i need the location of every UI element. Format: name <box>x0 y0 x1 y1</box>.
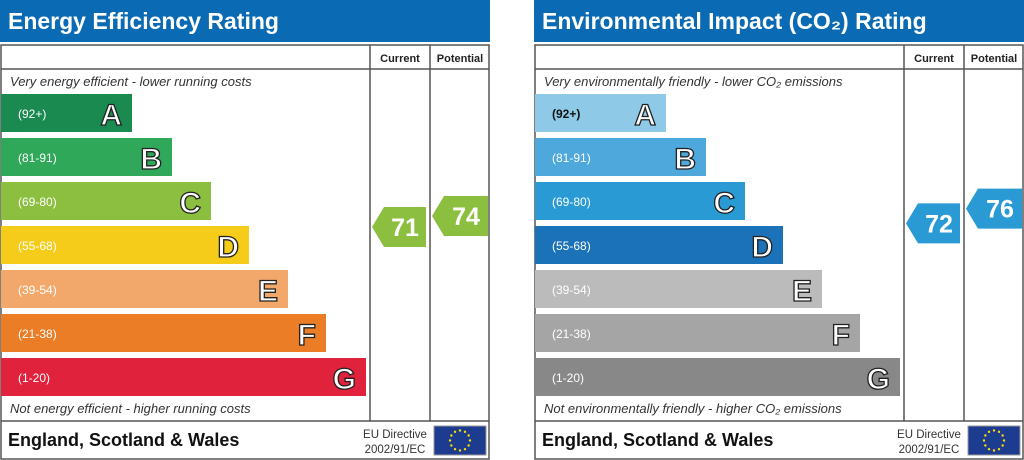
band-range-b: (81-91) <box>18 151 57 165</box>
eu-star-icon <box>1001 434 1004 437</box>
band-range-a: (92+) <box>18 107 46 121</box>
band-letter-f: F <box>832 319 850 352</box>
band-bar-b <box>535 138 706 176</box>
eu-star-icon <box>450 444 453 447</box>
eu-star-icon <box>992 429 996 432</box>
band-letter-d: D <box>751 231 773 264</box>
chart-title: Environmental Impact (CO₂) Rating <box>542 8 927 34</box>
band-letter-c: C <box>179 187 201 220</box>
current-column-header: Current <box>380 53 420 65</box>
band-range-b: (81-91) <box>552 151 591 165</box>
eu-star-icon <box>987 430 991 434</box>
band-range-e: (39-54) <box>552 283 591 297</box>
eu-star-icon <box>987 447 991 451</box>
band-letter-e: E <box>258 275 278 308</box>
eu-star-icon <box>453 430 457 434</box>
band-bar-b <box>1 138 172 176</box>
band-letter-g: G <box>867 363 890 396</box>
band-range-f: (21-38) <box>552 327 591 341</box>
chart-title-bar <box>534 0 1024 42</box>
top-note: Very environmentally friendly - lower CO… <box>544 74 843 89</box>
eu-star-icon <box>997 430 1001 434</box>
band-range-d: (55-68) <box>18 239 57 253</box>
band-range-g: (1-20) <box>18 371 50 385</box>
band-letter-e: E <box>792 275 812 308</box>
footer-region: England, Scotland & Wales <box>8 430 239 450</box>
band-bar-c <box>1 182 211 220</box>
band-letter-b: B <box>674 143 696 176</box>
current-rating-arrow <box>372 207 426 247</box>
band-bar-a <box>535 94 666 132</box>
eu-star-icon <box>467 434 470 437</box>
band-bar-d <box>535 226 783 264</box>
band-bar-d <box>1 226 249 264</box>
bottom-note: Not environmentally friendly - higher CO… <box>544 401 842 416</box>
potential-column-header: Potential <box>971 53 1017 65</box>
eu-star-icon <box>458 429 462 432</box>
band-range-e: (39-54) <box>18 283 57 297</box>
band-bar-e <box>1 270 288 308</box>
band-letter-a: A <box>100 99 122 132</box>
eu-star-icon <box>992 449 996 452</box>
eu-star-icon <box>997 447 1001 451</box>
eu-directive-line2: 2002/91/EC <box>899 444 960 456</box>
environmental-impact-chart: Environmental Impact (CO₂) Rating Current… <box>534 0 1024 460</box>
band-bar-a <box>1 94 132 132</box>
eu-directive-line2: 2002/91/EC <box>365 444 426 456</box>
eu-star-icon <box>984 434 987 437</box>
current-column-header: Current <box>914 53 954 65</box>
potential-column-header: Potential <box>437 53 483 65</box>
band-bar-f <box>1 314 326 352</box>
footer-region: England, Scotland & Wales <box>542 430 773 450</box>
eu-star-icon <box>1002 439 1006 442</box>
potential-rating-arrow <box>432 196 488 236</box>
bottom-note: Not energy efficient - higher running co… <box>10 401 251 416</box>
current-rating-value: 71 <box>391 214 419 242</box>
band-bar-f <box>535 314 860 352</box>
band-letter-b: B <box>140 143 162 176</box>
band-letter-d: D <box>217 231 239 264</box>
band-range-c: (69-80) <box>18 195 57 209</box>
band-bar-e <box>535 270 822 308</box>
current-rating-arrow <box>906 203 960 244</box>
band-range-a: (92+) <box>552 107 580 121</box>
eu-star-icon <box>984 444 987 447</box>
chart-title-bar <box>0 0 490 42</box>
band-bar-g <box>535 358 900 396</box>
band-range-f: (21-38) <box>18 327 57 341</box>
current-rating-value: 72 <box>925 210 953 238</box>
eu-star-icon <box>458 449 462 452</box>
band-letter-f: F <box>298 319 316 352</box>
energy-efficiency-chart: Energy Efficiency Rating Current Potential… <box>0 0 490 460</box>
band-range-d: (55-68) <box>552 239 591 253</box>
top-note: Very energy efficient - lower running co… <box>10 74 252 89</box>
eu-star-icon <box>448 439 452 442</box>
eu-star-icon <box>467 444 470 447</box>
band-letter-c: C <box>713 187 735 220</box>
band-bar-c <box>535 182 745 220</box>
band-letter-g: G <box>333 363 356 396</box>
potential-rating-value: 76 <box>986 196 1014 224</box>
band-letter-a: A <box>634 99 656 132</box>
eu-star-icon <box>463 430 467 434</box>
eu-star-icon <box>463 447 467 451</box>
potential-rating-arrow <box>966 188 1022 229</box>
band-range-c: (69-80) <box>552 195 591 209</box>
eu-star-icon <box>453 447 457 451</box>
potential-rating-value: 74 <box>452 203 480 231</box>
eu-star-icon <box>982 439 986 442</box>
eu-star-icon <box>1001 444 1004 447</box>
band-bar-g <box>1 358 366 396</box>
chart-title: Energy Efficiency Rating <box>8 8 279 34</box>
eu-star-icon <box>468 439 472 442</box>
eu-directive-line1: EU Directive <box>897 429 961 441</box>
eu-directive-line1: EU Directive <box>363 429 427 441</box>
band-range-g: (1-20) <box>552 371 584 385</box>
eu-star-icon <box>450 434 453 437</box>
